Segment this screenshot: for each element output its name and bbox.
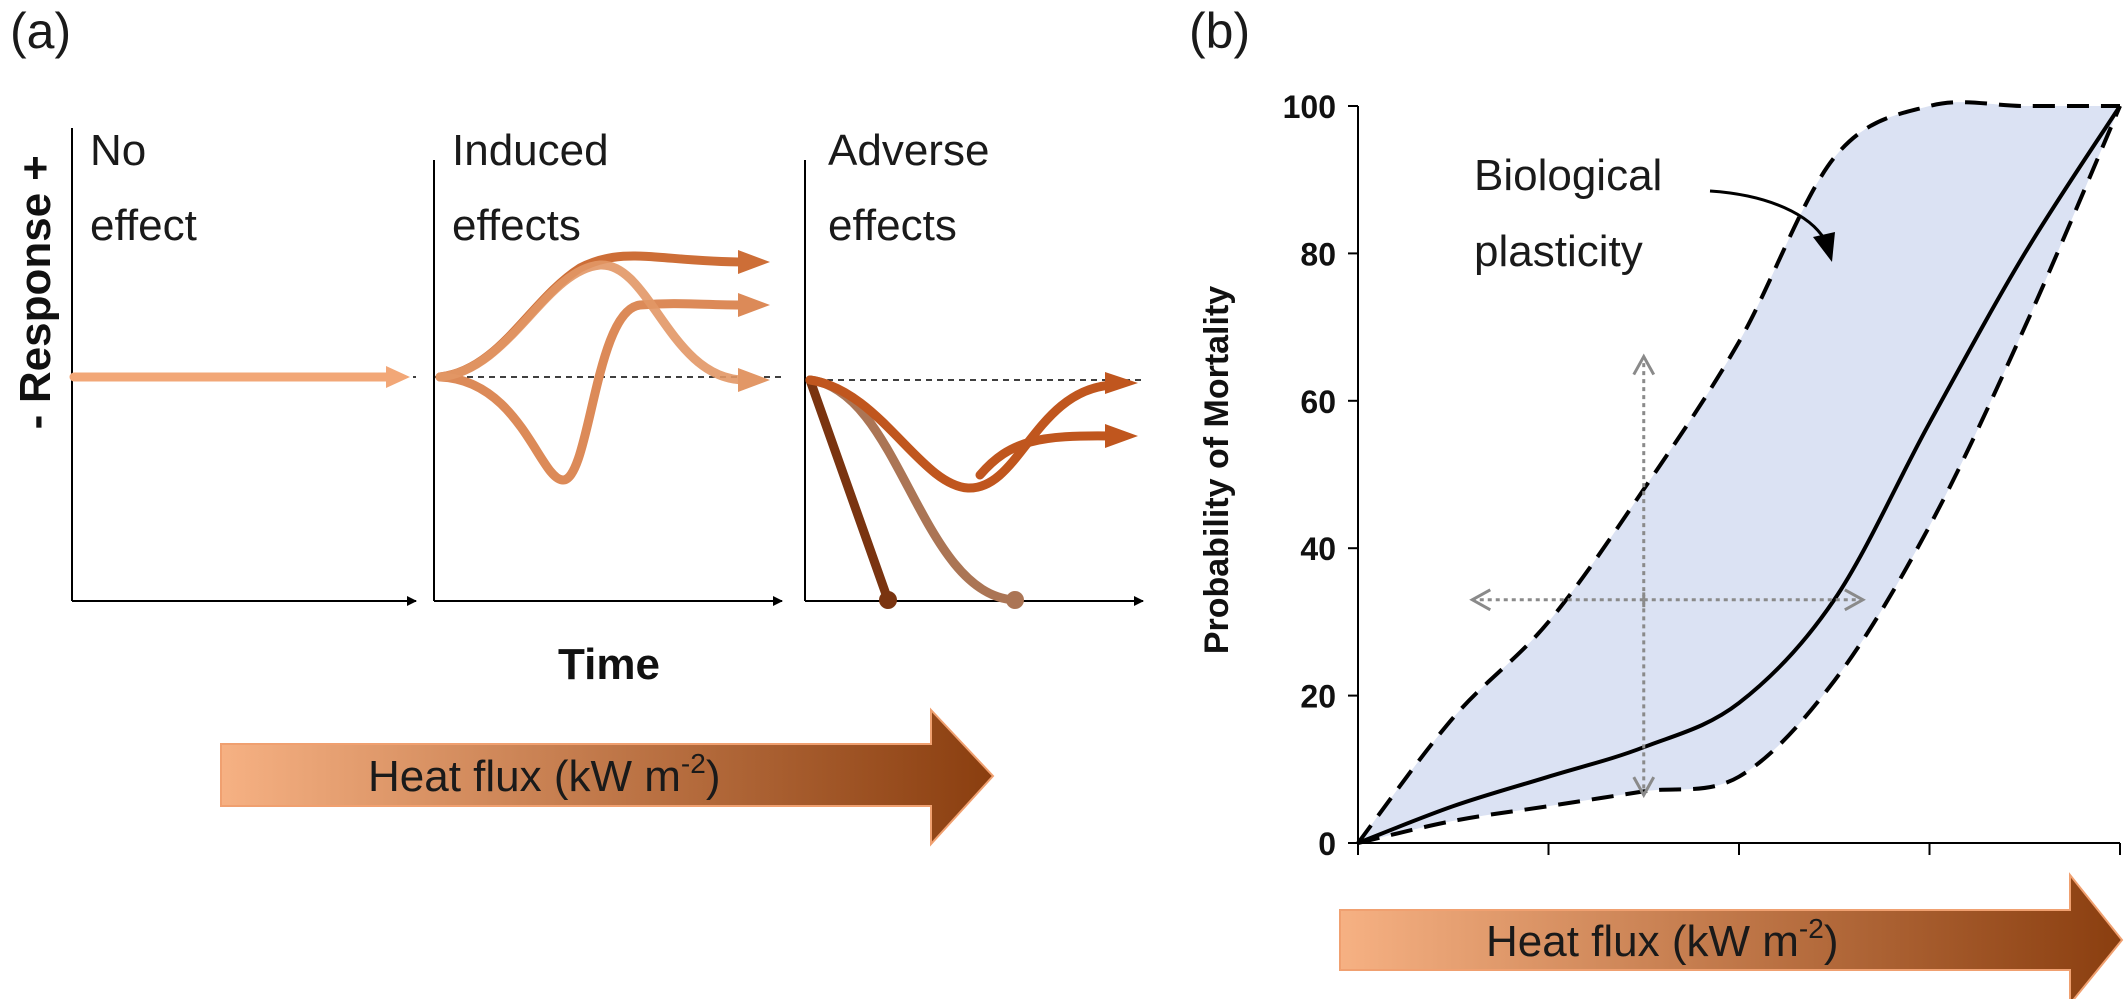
panel-b: (b) Probability of Mortality 0 20 40 60 80 10… — [1189, 3, 2124, 999]
subpanel-3-title-line1: Adverse — [828, 126, 989, 175]
subpanel-1-title-line1: No — [90, 126, 146, 175]
subpanel-adverse-effects: Adverse effects — [804, 126, 1144, 609]
heat-flux-arrow-a: Heat flux (kW m-2) — [220, 707, 995, 847]
subpanel-no-effect: No effect — [69, 126, 417, 606]
no-effect-arrow-head — [386, 366, 410, 388]
response-axis-title: Response — [11, 193, 60, 403]
subpanel-2-title-line1: Induced — [452, 126, 609, 175]
biological-plasticity-label-line2: plasticity — [1474, 227, 1643, 276]
heat-flux-label-b: Heat flux (kW m-2) — [1486, 913, 1838, 966]
induced-curve-dip-recovery — [435, 299, 750, 485]
panel-b-label: (b) — [1189, 3, 1250, 59]
induced-curve-return-baseline — [435, 260, 750, 385]
response-plus-sign: + — [11, 155, 60, 181]
adverse-arrow-head-upper — [1105, 372, 1138, 394]
y-tick-label: 100 — [1283, 89, 1336, 125]
biological-plasticity-label-line1: Biological — [1474, 151, 1662, 200]
panel-a: (a) Response + - No effect Induced — [10, 3, 1144, 847]
y-tick-label: 80 — [1300, 236, 1336, 272]
plasticity-pointer-line — [1709, 189, 1827, 241]
adverse-curve-delayed-death — [805, 375, 1020, 605]
adverse-curve-rapid-death — [805, 375, 893, 605]
subpanel-3-title-line2: effects — [828, 201, 957, 250]
subpanel-induced-effects: Induced effects — [433, 126, 783, 606]
y-tick-label: 40 — [1300, 531, 1336, 567]
time-axis-title: Time — [558, 640, 660, 689]
subpanel-1-title-line2: effect — [90, 201, 197, 250]
response-minus-sign: - — [11, 415, 60, 430]
induced-arrow-head-high — [738, 250, 770, 274]
lower-bound-curve — [1357, 105, 2122, 845]
induced-arrow-head-low — [738, 368, 770, 392]
y-tick-label: 60 — [1300, 384, 1336, 420]
adverse-endpoint-delayed — [1006, 591, 1024, 609]
mortality-chart: 0 20 40 60 80 100 — [1283, 89, 2122, 862]
mortality-curve — [1357, 104, 2122, 845]
adverse-endpoint-rapid — [879, 591, 897, 609]
y-tick-label: 0 — [1318, 826, 1336, 862]
heat-flux-label-a: Heat flux (kW m-2) — [368, 748, 720, 801]
induced-arrow-head-mid — [738, 293, 770, 317]
subpanel-2-title-line2: effects — [452, 201, 581, 250]
plasticity-pointer-head — [1813, 232, 1835, 262]
adverse-arrow-head-lower — [1105, 424, 1138, 448]
upper-bound-curve — [1356, 100, 2120, 845]
adverse-curve-partial-recovery-lower — [975, 431, 1117, 480]
adverse-curve-partial-recovery — [805, 375, 1117, 493]
heat-flux-arrow-b: Heat flux (kW m-2) — [1339, 872, 2124, 999]
plasticity-band — [1358, 102, 2120, 843]
y-tick-label: 20 — [1300, 679, 1336, 715]
mortality-axis-title: Probability of Mortality — [1198, 286, 1236, 654]
panel-a-label: (a) — [10, 3, 71, 59]
